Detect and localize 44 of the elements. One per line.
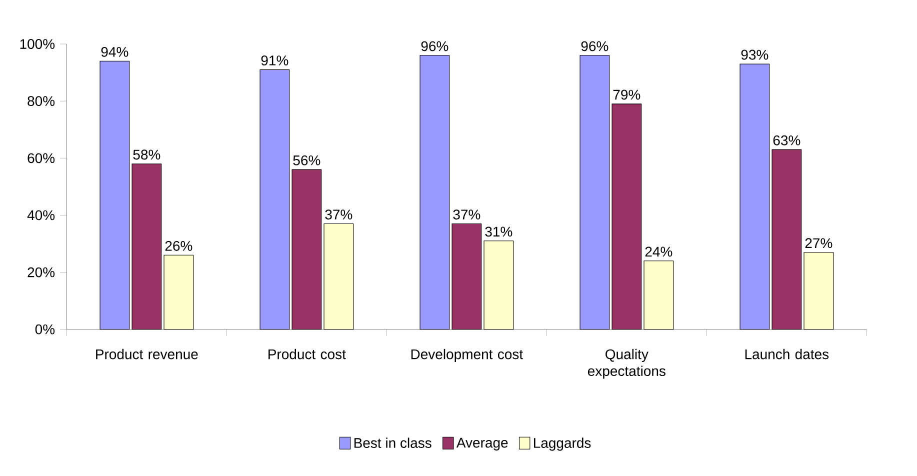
legend-label: Average bbox=[456, 438, 508, 450]
y-tick-label: 20% bbox=[28, 267, 55, 278]
bar bbox=[580, 55, 610, 330]
data-label: 37% bbox=[325, 210, 352, 220]
y-tick-label: 40% bbox=[27, 210, 55, 220]
bar bbox=[644, 260, 674, 330]
bar bbox=[164, 254, 194, 330]
data-label: 58% bbox=[133, 150, 160, 160]
bar bbox=[452, 223, 482, 330]
data-label: 24% bbox=[645, 246, 672, 257]
legend-label: Laggards bbox=[534, 438, 591, 451]
data-label: 93% bbox=[741, 50, 768, 60]
bar bbox=[772, 149, 802, 330]
bar bbox=[132, 164, 162, 330]
bar bbox=[100, 60, 130, 330]
y-tick-label: 60% bbox=[28, 153, 55, 164]
x-tick-label: Product revenue bbox=[96, 348, 198, 360]
data-label: 96% bbox=[421, 41, 448, 52]
x-tick-label: Launch dates bbox=[745, 348, 829, 360]
bar bbox=[612, 104, 642, 330]
data-label: 96% bbox=[581, 41, 608, 52]
data-label: 27% bbox=[805, 238, 832, 248]
data-label: 91% bbox=[261, 56, 288, 66]
x-tick-label: Quality expectations bbox=[588, 348, 666, 379]
y-tick-label: 100% bbox=[20, 39, 55, 49]
data-label: 37% bbox=[453, 210, 480, 220]
data-label: 94% bbox=[101, 46, 128, 57]
x-tick-label: Product cost bbox=[268, 348, 346, 360]
data-label: 56% bbox=[293, 155, 320, 166]
bar bbox=[324, 223, 354, 330]
data-label: 63% bbox=[773, 135, 800, 146]
data-label: 79% bbox=[613, 90, 640, 100]
bar bbox=[740, 64, 770, 330]
bar bbox=[420, 55, 450, 330]
bar bbox=[484, 240, 514, 330]
y-tick-label: 0% bbox=[35, 324, 55, 334]
x-tick-label: Development cost bbox=[411, 348, 523, 362]
bar bbox=[260, 69, 290, 330]
bar bbox=[804, 252, 834, 330]
y-tick-label: 80% bbox=[28, 96, 55, 106]
data-label: 31% bbox=[485, 226, 512, 237]
data-label: 26% bbox=[165, 240, 192, 251]
bar bbox=[292, 169, 322, 330]
legend-label: Best in class bbox=[354, 438, 432, 448]
